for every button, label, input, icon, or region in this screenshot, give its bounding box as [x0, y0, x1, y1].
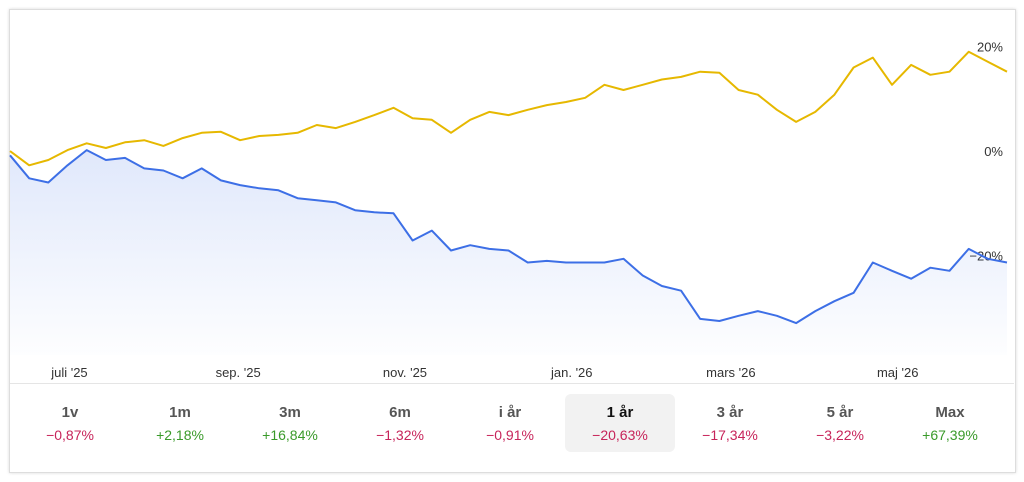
period-change: −20,63% — [592, 427, 648, 443]
period-label: 3 år — [716, 404, 744, 421]
period-change: −0,91% — [486, 427, 534, 443]
period-tab[interactable]: 1v −0,87% — [15, 394, 125, 452]
period-tab[interactable]: 5 år −3,22% — [785, 394, 895, 452]
area — [10, 150, 1007, 355]
period-label: i år — [498, 404, 522, 421]
period-label: 3m — [279, 404, 301, 421]
period-label: Max — [935, 404, 965, 421]
period-label: 1 år — [606, 404, 634, 421]
x-tick-label: nov. '25 — [383, 365, 427, 380]
line — [9, 149, 1008, 325]
y-tick-label: 0% — [984, 144, 1003, 159]
period-tab[interactable]: 3m +16,84% — [235, 394, 345, 452]
y-tick-label: 20% — [977, 40, 1003, 55]
period-change: −17,34% — [702, 427, 758, 443]
tabs: 1v −0,87% 1m +2,18% 3m +16,84% 6m −1,32% i år −0,… — [15, 394, 1005, 454]
card — [9, 9, 1016, 473]
period-change: −0,87% — [46, 427, 94, 443]
period-tab[interactable]: 1m +2,18% — [125, 394, 235, 452]
line — [9, 50, 1008, 167]
period-tab[interactable]: 3 år −17,34% — [675, 394, 785, 452]
x-tick-label: mars '26 — [706, 365, 755, 380]
x-tick-label: juli '25 — [50, 365, 87, 380]
x-tick-label: jan. '26 — [550, 365, 593, 380]
period-tab[interactable]: 6m −1,32% — [345, 394, 455, 452]
period-label: 6m — [389, 404, 411, 421]
period-change: −1,32% — [376, 427, 424, 443]
period-label: 5 år — [826, 404, 854, 421]
chart: 20%0%−20%juli '25 sep. '25 nov. '25 jan. '2… — [9, 40, 1008, 380]
divider — [10, 383, 1014, 384]
period-change: +2,18% — [156, 427, 204, 443]
period-tab[interactable]: Max +67,39% — [895, 394, 1005, 452]
period-change: −3,22% — [816, 427, 864, 443]
x-tick-label: maj '26 — [877, 365, 919, 380]
period-label: 1m — [169, 404, 191, 421]
period-tab[interactable]: 1 år −20,63% — [565, 394, 675, 452]
period-label: 1v — [61, 404, 79, 421]
period-tab[interactable]: i år −0,91% — [455, 394, 565, 452]
period-change: +16,84% — [262, 427, 318, 443]
period-change: +67,39% — [922, 427, 978, 443]
x-tick-label: sep. '25 — [216, 365, 261, 380]
